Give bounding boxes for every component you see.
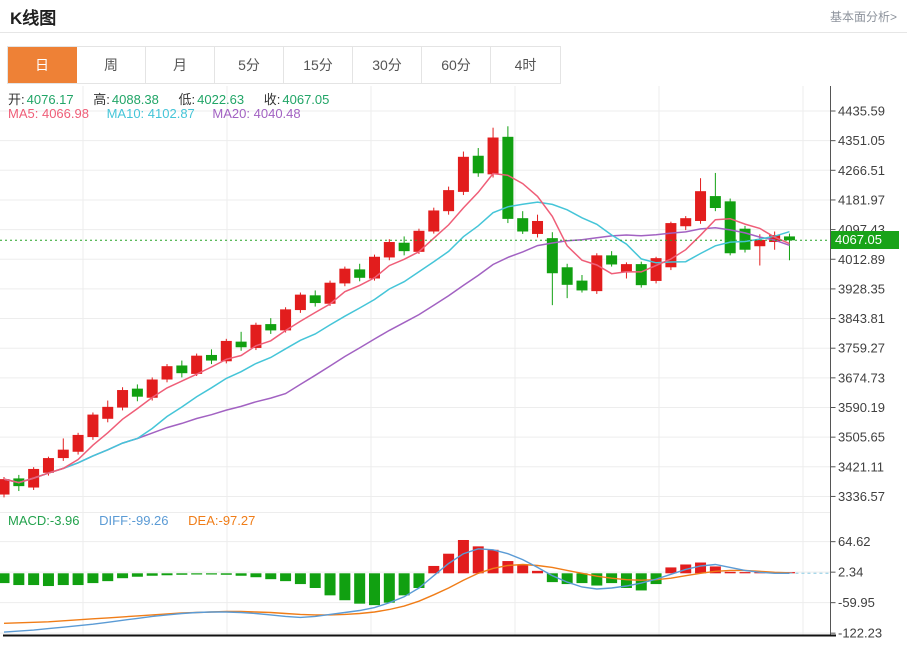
- svg-text:4351.05: 4351.05: [838, 133, 885, 148]
- tab-day[interactable]: 日: [8, 47, 77, 83]
- tab-5min[interactable]: 5分: [215, 47, 284, 83]
- kline-chart-canvas[interactable]: 4435.594351.054266.514181.974097.434012.…: [0, 84, 907, 644]
- svg-text:-59.95: -59.95: [838, 595, 875, 610]
- tab-15min[interactable]: 15分: [284, 47, 353, 83]
- svg-text:3336.57: 3336.57: [838, 489, 885, 504]
- svg-text:4435.59: 4435.59: [838, 104, 885, 119]
- candles-layer: [0, 126, 795, 498]
- svg-text:-122.23: -122.23: [838, 626, 882, 641]
- ma-readout: MA5: 4066.98 MA10: 4102.87 MA20: 4040.48: [8, 106, 315, 121]
- svg-text:4012.89: 4012.89: [838, 252, 885, 267]
- page-title: K线图: [10, 8, 57, 28]
- current-price-tag: 4067.05: [831, 231, 899, 250]
- svg-text:3674.73: 3674.73: [838, 370, 885, 385]
- tab-60min[interactable]: 60分: [422, 47, 491, 83]
- y-axis: 4435.594351.054266.514181.974097.434012.…: [830, 86, 885, 641]
- svg-text:2.34: 2.34: [838, 565, 863, 580]
- tab-30min[interactable]: 30分: [353, 47, 422, 83]
- tab-week[interactable]: 周: [77, 47, 146, 83]
- interval-tab-bar: 日 周 月 5分 15分 30分 60分 4时: [7, 46, 561, 84]
- fundamental-analysis-link[interactable]: 基本面分析>: [829, 9, 897, 24]
- tab-month[interactable]: 月: [146, 47, 215, 83]
- macd-lines: [3, 548, 829, 633]
- tab-4hour[interactable]: 4时: [491, 47, 560, 83]
- macd-value-readout: MACD:-3.96: [8, 513, 80, 528]
- close-readout: 收: 4067.05: [263, 92, 330, 107]
- svg-text:3843.81: 3843.81: [838, 311, 885, 326]
- high-readout: 高: 4088.38: [93, 92, 159, 107]
- svg-text:3928.35: 3928.35: [838, 281, 885, 296]
- chart-area: 4435.59 4351.05 4266.51 4181.97 4097.43 4012.…: [0, 84, 907, 644]
- ma-lines: [3, 172, 790, 484]
- open-readout: 开: 4076.17: [8, 92, 74, 107]
- svg-text:4181.97: 4181.97: [838, 192, 885, 207]
- ma20-readout: MA20: 4040.48: [212, 106, 301, 121]
- ma5-readout: MA5: 4066.98: [8, 106, 89, 121]
- dea-value-readout: DEA:-97.27: [188, 513, 256, 528]
- svg-text:3759.27: 3759.27: [838, 341, 885, 356]
- page-header: K线图 基本面分析>: [0, 0, 907, 33]
- svg-text:3590.19: 3590.19: [838, 400, 885, 415]
- grid: [0, 86, 830, 636]
- svg-text:3421.11: 3421.11: [838, 459, 884, 474]
- ma10-readout: MA10: 4102.87: [106, 106, 195, 121]
- dea-line: [3, 563, 790, 624]
- macd-readout: MACD:-3.96 DIFF:-99.26 DEA:-97.27: [8, 513, 271, 528]
- diff-line: [3, 548, 790, 633]
- ohlc-readout: 开: 4076.17 高: 4088.38 低: 4022.63 收: 4067.05: [8, 89, 345, 108]
- svg-text:4266.51: 4266.51: [838, 163, 885, 178]
- diff-value-readout: DIFF:-99.26: [99, 513, 169, 528]
- low-readout: 低: 4022.63: [178, 92, 245, 107]
- svg-text:64.62: 64.62: [838, 534, 871, 549]
- svg-text:3505.65: 3505.65: [838, 430, 885, 445]
- ma5-line: [3, 172, 790, 484]
- ma10-line: [3, 201, 790, 484]
